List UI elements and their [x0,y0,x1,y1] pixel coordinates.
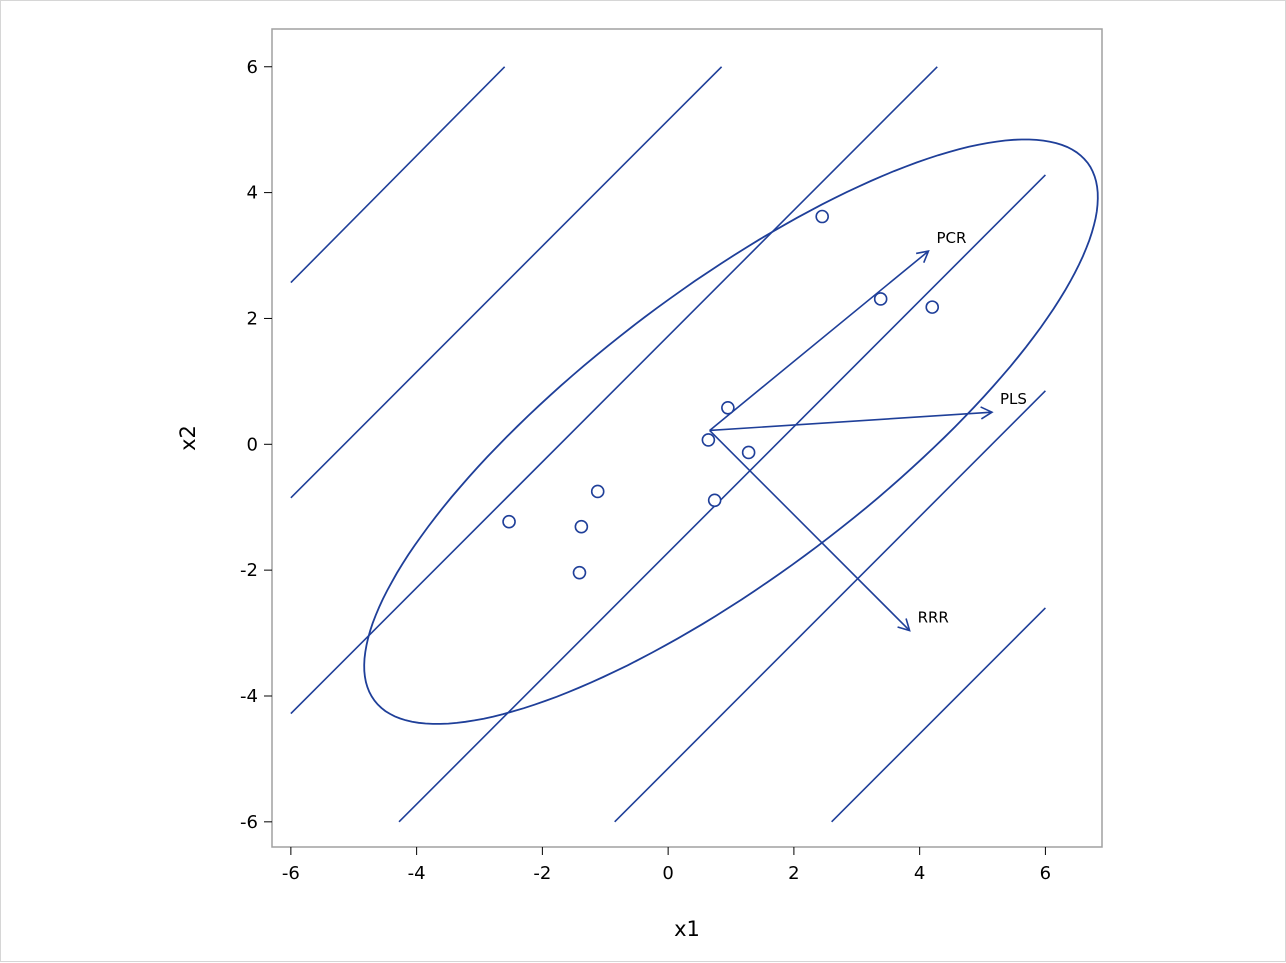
x-tick-label: 4 [914,863,925,884]
rrr-label: RRR [918,609,949,627]
x-axis-label: x1 [674,917,700,941]
pcr-arrow [709,250,930,432]
data-point [741,445,756,460]
y-tick-label: 2 [247,308,258,329]
plot-area [271,28,1103,848]
rrr-arrow [709,429,911,632]
data-point [707,493,722,508]
x-tick-label: 0 [662,863,673,884]
data-point [590,484,605,499]
y-tick-label: 6 [247,57,258,78]
contour-line [290,66,723,499]
contour-line [290,66,938,715]
data-points [502,209,940,580]
contour-line [614,390,1046,823]
x-tick-label: -2 [533,863,551,884]
y-axis: -6 -4 -2 0 2 4 6 [240,57,272,833]
y-tick-label: -2 [240,560,258,581]
data-point [721,400,735,415]
direction-arrows: PCR PLS RRR [709,229,1027,632]
data-point [502,514,516,529]
contour-line [290,66,506,284]
pls-arrow [709,406,994,432]
y-tick-label: -4 [240,686,258,707]
x-tick-label: -4 [408,863,426,884]
x-tick-label: 6 [1040,863,1051,884]
y-tick-label: 4 [247,183,258,204]
y-tick-label: -6 [240,812,258,833]
pcr-label: PCR [936,229,966,247]
x-tick-label: -6 [282,863,300,884]
confidence-ellipse [363,138,1099,725]
data-point [925,300,940,314]
data-point [574,519,589,534]
y-tick-label: 0 [247,434,258,455]
data-point [701,433,716,447]
x-tick-label: 2 [788,863,799,884]
data-point [815,209,829,224]
data-point [873,292,888,306]
contour-line [831,607,1046,823]
x-axis: -6 -4 -2 0 2 4 6 [282,847,1051,884]
pls-label: PLS [1000,390,1027,408]
y-axis-label: x2 [176,425,200,451]
data-point [572,565,587,580]
